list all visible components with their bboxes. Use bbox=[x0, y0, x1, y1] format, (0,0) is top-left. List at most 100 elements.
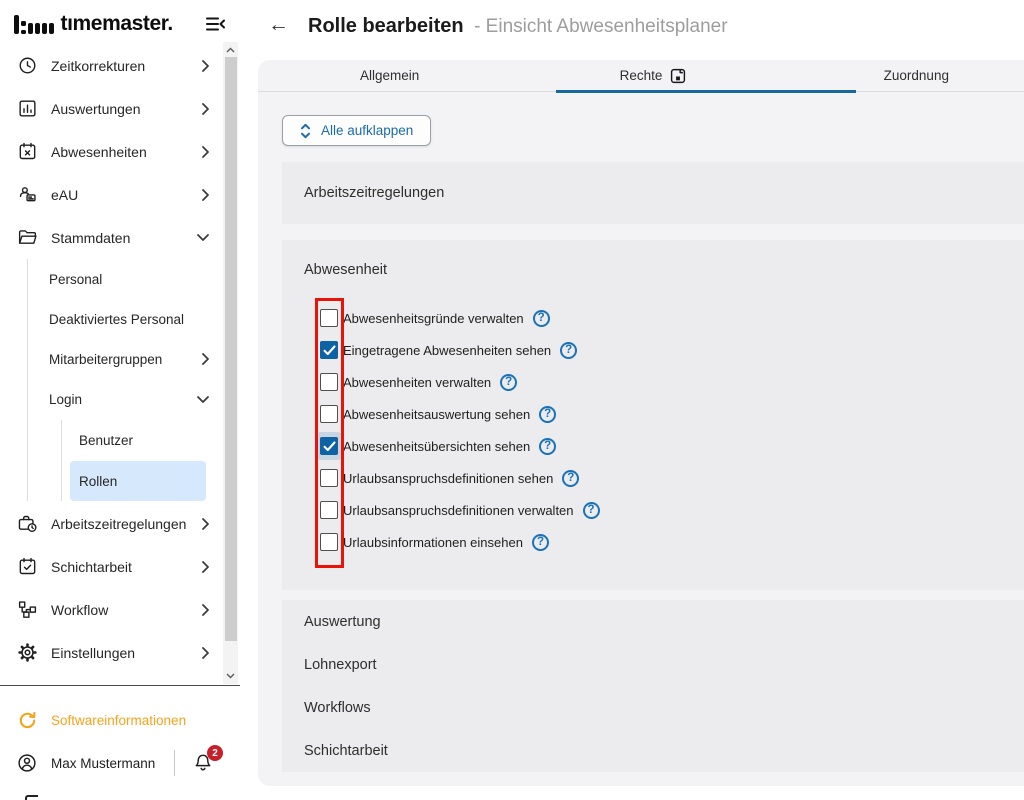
tab-allgemein[interactable]: Allgemein bbox=[258, 60, 521, 91]
sidebar-item-workflow[interactable]: Workflow bbox=[0, 588, 222, 631]
accordion-title: Arbeitszeitregelungen bbox=[304, 185, 445, 201]
permission-label[interactable]: Urlaubsinformationen einsehen bbox=[343, 534, 523, 550]
save-icon bbox=[670, 68, 686, 84]
sidebar-item-label: Deaktiviertes Personal bbox=[49, 311, 185, 327]
sidebar-item-login[interactable]: Login bbox=[28, 379, 222, 419]
sidebar-collapse-icon[interactable] bbox=[204, 13, 226, 35]
user-name: Max Mustermann bbox=[51, 755, 156, 771]
scrollbar-thumb[interactable] bbox=[224, 57, 237, 641]
expand-all-button[interactable]: Alle aufklappen bbox=[282, 115, 432, 146]
permission-label[interactable]: Abwesenheitsübersichten sehen bbox=[343, 438, 531, 454]
help-icon[interactable]: ? bbox=[500, 373, 518, 391]
notification-badge: 2 bbox=[207, 745, 223, 761]
tab-rechte[interactable]: Rechte bbox=[521, 60, 784, 91]
accordion-abwesenheit-expanded: Abwesenheit Abwesenheitsgründe verwalten… bbox=[282, 240, 1024, 590]
accordion-title: Schichtarbeit bbox=[304, 742, 388, 759]
checkbox-abwesenheitsuebersichten-sehen[interactable] bbox=[320, 437, 338, 455]
permission-label[interactable]: Abwesenheiten verwalten bbox=[343, 374, 492, 390]
permission-label[interactable]: Eingetragene Abwesenheiten sehen bbox=[343, 342, 552, 358]
accordion-title: Lohnexport bbox=[304, 656, 377, 673]
login-subgroup: Benutzer Rollen bbox=[61, 420, 222, 501]
software-informationen-link[interactable]: Softwareinformationen bbox=[16, 705, 186, 735]
person-id-icon bbox=[16, 184, 38, 205]
sidebar-item-label: Personal bbox=[49, 271, 103, 287]
checkbox-urlaubsanspruchsdefinitionen-verwalten[interactable] bbox=[320, 501, 338, 519]
tab-label: Allgemein bbox=[360, 68, 420, 83]
rights-content: Alle aufklappen Arbeitszeitregelungen Ab… bbox=[258, 92, 1024, 772]
chevron-down-icon bbox=[196, 233, 210, 242]
accordion-workflows[interactable]: Workflows bbox=[282, 686, 1024, 729]
sidebar-item-label: Auswertungen bbox=[51, 100, 141, 117]
expand-all-label: Alle aufklappen bbox=[321, 123, 414, 138]
accordion-lohnexport[interactable]: Lohnexport bbox=[282, 643, 1024, 686]
help-icon[interactable]: ? bbox=[562, 469, 580, 487]
sidebar-item-label: Arbeitszeitregelungen bbox=[51, 515, 187, 532]
timemaster-logo-icon bbox=[14, 14, 54, 34]
help-icon[interactable]: ? bbox=[539, 437, 557, 455]
help-icon[interactable]: ? bbox=[582, 501, 600, 519]
sidebar-item-personal[interactable]: Personal bbox=[28, 259, 222, 299]
permission-label[interactable]: Urlaubsanspruchsdefinitionen sehen bbox=[343, 470, 554, 486]
help-icon[interactable]: ? bbox=[560, 341, 578, 359]
permission-label[interactable]: Urlaubsanspruchsdefinitionen verwalten bbox=[343, 502, 574, 518]
help-icon[interactable]: ? bbox=[539, 405, 557, 423]
permission-label[interactable]: Abwesenheitsgründe verwalten bbox=[343, 310, 524, 326]
sidebar-item-label: Stammdaten bbox=[51, 229, 131, 246]
sidebar-item-auswertungen[interactable]: Auswertungen bbox=[0, 87, 222, 130]
notifications-button[interactable]: 2 bbox=[192, 745, 223, 774]
scroll-down-arrow-icon[interactable] bbox=[223, 669, 238, 683]
workflow-icon bbox=[16, 599, 38, 620]
accordion-schichtarbeit[interactable]: Schichtarbeit bbox=[282, 729, 1024, 772]
permission-row: Eingetragene Abwesenheiten sehen ? bbox=[320, 334, 1024, 366]
sidebar-item-rollen[interactable]: Rollen bbox=[70, 461, 206, 501]
permission-row: Urlaubsanspruchsdefinitionen sehen ? bbox=[320, 462, 1024, 494]
permission-label[interactable]: Abwesenheitsauswertung sehen bbox=[343, 406, 531, 422]
help-icon[interactable]: ? bbox=[531, 533, 549, 551]
sidebar-item-label: Login bbox=[49, 391, 83, 407]
sidebar-item-label: Benutzer bbox=[79, 432, 134, 448]
sidebar-item-eau[interactable]: eAU bbox=[0, 173, 222, 216]
briefcase-clock-icon bbox=[16, 513, 38, 534]
scroll-up-arrow-icon[interactable] bbox=[223, 43, 238, 57]
sidebar-item-arbeitszeitregelungen[interactable]: Arbeitszeitregelungen bbox=[0, 502, 222, 545]
back-button[interactable]: ← bbox=[268, 13, 289, 36]
sidebar-item-label: Workflow bbox=[51, 601, 109, 618]
unfold-icon bbox=[300, 123, 311, 139]
sidebar-item-einstellungen[interactable]: Einstellungen bbox=[0, 631, 222, 674]
sidebar-item-schichtarbeit[interactable]: Schichtarbeit bbox=[0, 545, 222, 588]
checkbox-urlaubsanspruchsdefinitionen-sehen[interactable] bbox=[320, 469, 338, 487]
accordion-arbeitszeitregelungen[interactable]: Arbeitszeitregelungen bbox=[282, 162, 1024, 224]
help-icon[interactable]: ? bbox=[532, 309, 550, 327]
sidebar-item-deaktiviertes-personal[interactable]: Deaktiviertes Personal bbox=[28, 299, 222, 339]
chevron-right-icon bbox=[201, 517, 210, 531]
sidebar-item-label: Abwesenheiten bbox=[51, 143, 147, 160]
tab-zuordnung[interactable]: Zuordnung bbox=[785, 60, 1024, 91]
user-row[interactable]: Max Mustermann 2 bbox=[16, 745, 224, 779]
sidebar-item-benutzer[interactable]: Benutzer bbox=[70, 420, 206, 460]
permission-list: Abwesenheitsgründe verwalten ? Eingetrag… bbox=[320, 302, 1024, 558]
checkbox-abwesenheitsauswertung-sehen[interactable] bbox=[320, 405, 338, 423]
calendar-x-icon bbox=[16, 141, 38, 162]
collapsed-sections: Auswertung Lohnexport Workflows Schichta… bbox=[282, 600, 1024, 772]
accordion-abwesenheit-header[interactable]: Abwesenheit bbox=[304, 262, 388, 278]
sidebar-item-stammdaten[interactable]: Stammdaten bbox=[0, 216, 222, 259]
sidebar-scrollbar[interactable] bbox=[223, 42, 238, 684]
chevron-right-icon bbox=[201, 352, 210, 366]
folder-open-icon bbox=[16, 227, 38, 248]
checkbox-urlaubsinformationen-einsehen[interactable] bbox=[320, 533, 338, 551]
permission-row: Abwesenheiten verwalten ? bbox=[320, 366, 1024, 398]
active-tab-underline bbox=[556, 90, 856, 93]
accordion-title: Auswertung bbox=[304, 613, 381, 630]
sidebar-item-label: Mitarbeitergruppen bbox=[49, 351, 163, 367]
permission-row: Urlaubsinformationen einsehen ? bbox=[320, 526, 1024, 558]
accordion-auswertung[interactable]: Auswertung bbox=[282, 600, 1024, 643]
sidebar-item-abwesenheiten[interactable]: Abwesenheiten bbox=[0, 130, 222, 173]
sidebar-item-zeitkorrekturen[interactable]: Zeitkorrekturen bbox=[0, 44, 222, 87]
sidebar-item-mitarbeitergruppen[interactable]: Mitarbeitergruppen bbox=[28, 339, 222, 379]
checkbox-abwesenheitsgruende-verwalten[interactable] bbox=[320, 309, 338, 327]
permission-row: Abwesenheitsauswertung sehen ? bbox=[320, 398, 1024, 430]
stammdaten-subgroup: Personal Deaktiviertes Personal Mitarbei… bbox=[27, 259, 222, 501]
checkbox-eingetragene-abwesenheiten-sehen[interactable] bbox=[320, 341, 338, 359]
checkbox-abwesenheiten-verwalten[interactable] bbox=[320, 373, 338, 391]
sidebar-item-label: Schichtarbeit bbox=[51, 558, 132, 575]
